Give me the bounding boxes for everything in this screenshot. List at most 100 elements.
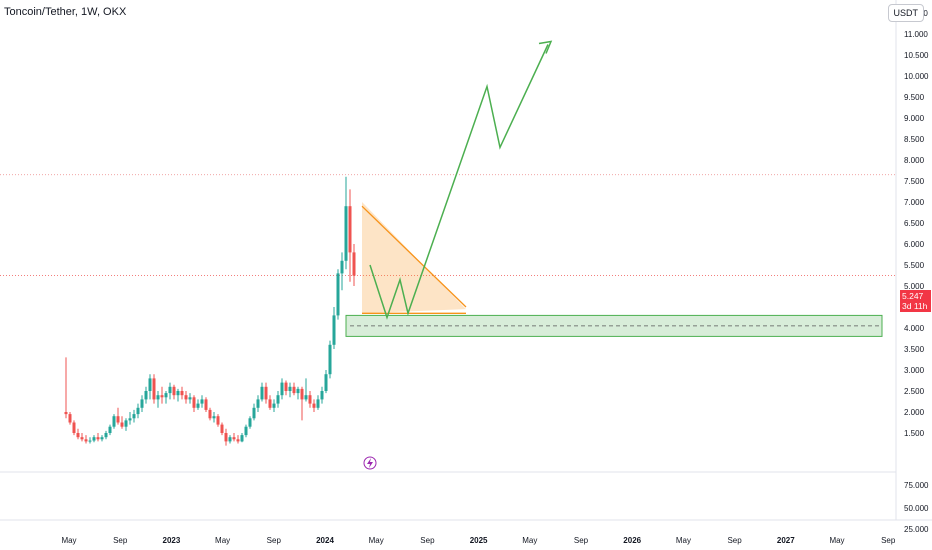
time-tick-label: Sep: [420, 536, 435, 545]
time-tick-label: May: [829, 536, 844, 545]
candle-body: [168, 386, 172, 394]
candle-body: [324, 374, 328, 391]
candle-body: [264, 386, 268, 400]
candle-body: [272, 403, 276, 408]
projection-layer: [369, 40, 553, 320]
candle-body: [308, 395, 312, 404]
time-tick-label: May: [522, 536, 537, 545]
candle-body: [108, 426, 112, 433]
time-tick-label: Sep: [113, 536, 128, 545]
candle-body: [144, 391, 148, 400]
currency-selector[interactable]: USDT: [887, 4, 924, 22]
time-tick-label: 2027: [777, 536, 795, 545]
candle-body: [284, 382, 288, 391]
candle-body: [280, 382, 284, 396]
time-tick-label: May: [369, 536, 384, 545]
time-axis[interactable]: May Sep 2023 May Sep 2024 May Sep 2025 May Sep 2026…: [61, 536, 895, 545]
candle-body: [152, 378, 156, 400]
price-tick-label: 9.000: [904, 114, 925, 123]
candle-body: [80, 437, 84, 440]
time-tick-label: 2025: [470, 536, 488, 545]
candle-body: [188, 397, 192, 400]
candle-body: [124, 420, 128, 427]
price-tick-label: 6.000: [904, 240, 925, 249]
candle-body: [276, 395, 280, 404]
candle-body: [116, 416, 120, 423]
triangle-fill: [362, 202, 466, 314]
candle-body: [244, 426, 248, 436]
candle-body: [228, 437, 232, 442]
time-tick-label: May: [676, 536, 691, 545]
last-price-value: 5.247: [902, 291, 924, 301]
time-tick-label: May: [61, 536, 76, 545]
price-tick-label: 10.500: [904, 51, 929, 60]
support-zone-layer: [345, 314, 883, 337]
candle-body: [184, 395, 188, 400]
candle-body: [204, 399, 208, 410]
candle-body: [256, 399, 260, 408]
candle-body: [304, 395, 308, 400]
flash-icon[interactable]: [363, 456, 377, 470]
candle-body: [340, 260, 344, 274]
triangle-upper-edge: [361, 205, 467, 308]
price-tick-label: 5.000: [904, 282, 925, 291]
volume-tick-label: 50.000: [904, 504, 929, 513]
candle-body: [136, 407, 140, 415]
projection-arrowhead: [538, 40, 553, 54]
candle-body: [232, 437, 236, 440]
support-zone: [345, 314, 883, 337]
time-tick-label: Sep: [267, 536, 282, 545]
candle-body: [84, 439, 88, 442]
bar-countdown: 3d 11h: [902, 301, 928, 311]
candle-body: [252, 407, 256, 419]
time-tick-label: Sep: [574, 536, 589, 545]
candle-body: [104, 433, 108, 438]
candle-body: [292, 386, 296, 394]
price-tick-label: 6.500: [904, 219, 925, 228]
time-tick-label: Sep: [881, 536, 896, 545]
price-tick-label: 3.500: [904, 345, 925, 354]
price-tick-label: 8.000: [904, 156, 925, 165]
candle-body: [208, 409, 212, 419]
time-tick-label: 2023: [163, 536, 181, 545]
triangle-layer: [361, 202, 467, 314]
price-tick-label: 8.500: [904, 135, 925, 144]
price-tick-label: 11.000: [904, 30, 928, 39]
candle-body: [300, 388, 304, 400]
candle-body: [212, 416, 216, 419]
price-tick-label: 9.500: [904, 93, 925, 102]
candle-body: [200, 399, 204, 404]
price-tick-label: 1.500: [904, 429, 925, 438]
candle-body: [148, 378, 152, 391]
symbol-title[interactable]: Toncoin/Tether, 1W, OKX: [4, 6, 127, 18]
time-tick-label: May: [215, 536, 230, 545]
candle-body: [312, 403, 316, 408]
price-tick-label: 5.500: [904, 261, 925, 270]
candle-body: [268, 399, 272, 408]
candle-body: [164, 393, 168, 398]
candle-body: [180, 391, 184, 396]
candle-body: [112, 416, 116, 427]
candle-body: [240, 435, 244, 442]
candle-body: [92, 437, 96, 441]
candle-body: [140, 399, 144, 408]
projection-path: [369, 44, 549, 320]
candle-body: [64, 412, 68, 415]
candle-body: [288, 386, 292, 391]
candle-body: [172, 386, 176, 396]
price-tick-label: 7.500: [904, 177, 925, 186]
chart-grid-layer: [0, 0, 932, 521]
candle-body: [76, 433, 80, 438]
candle-body: [156, 395, 160, 400]
price-axis[interactable]: 1.5002.0002.5003.0003.5004.0004.5005.000…: [904, 9, 929, 534]
candle-body: [176, 391, 180, 396]
candle-body: [348, 206, 352, 253]
candle-body: [100, 437, 104, 440]
candle-body: [316, 399, 320, 408]
candle-body: [132, 414, 136, 419]
price-tick-label: 3.000: [904, 366, 925, 375]
candle-body: [344, 206, 348, 261]
candles-layer: [64, 176, 356, 446]
candle-body: [352, 252, 356, 276]
